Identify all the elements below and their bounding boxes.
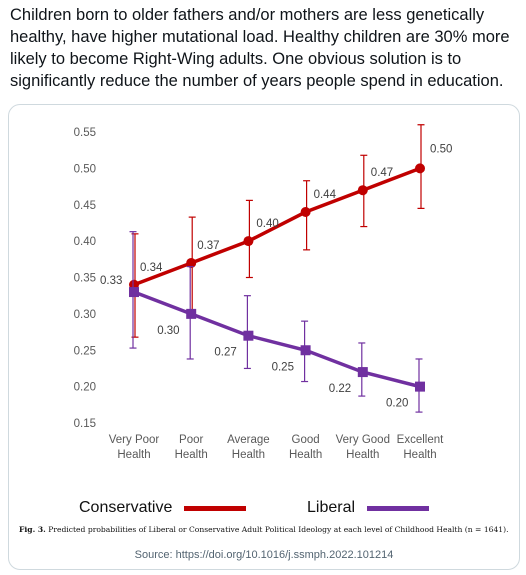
figure-caption-text: Predicted probabilities of Liberal or Co… [48, 525, 509, 534]
y-tick-label: 0.50 [74, 163, 96, 175]
legend-item-conservative: Conservative [79, 499, 247, 517]
data-point [357, 185, 368, 196]
x-tick-label: Health [403, 449, 436, 461]
data-label: 0.30 [157, 325, 179, 337]
x-tick-label: Average [227, 434, 270, 446]
legend: Conservative Liberal [9, 499, 519, 527]
post-text: Children born to older fathers and/or mo… [10, 6, 510, 90]
data-point [357, 367, 368, 378]
data-label: 0.47 [371, 167, 393, 179]
data-point [243, 236, 254, 247]
x-tick-label: Good [292, 434, 320, 446]
line-chart-svg: 0.15 0.20 0.25 0.30 0.35 0.40 0.45 0.50 0.55 Very… [74, 124, 452, 461]
x-tick-label: Very Poor [109, 434, 160, 446]
legend-item-liberal: Liberal [307, 499, 430, 517]
data-point [300, 345, 311, 356]
data-label: 0.33 [100, 275, 122, 287]
y-tick-label: 0.25 [74, 345, 96, 357]
x-tick-label: Health [232, 449, 265, 461]
chart: 0.15 0.20 0.25 0.30 0.35 0.40 0.45 0.50 0.55 Very… [9, 105, 519, 515]
legend-swatch-liberal [367, 505, 430, 511]
y-tick-label: 0.45 [74, 200, 96, 212]
figure-caption: Fig. 3. Predicted probabilities of Liber… [19, 525, 515, 534]
x-tick-label: Health [175, 449, 208, 461]
data-label: 0.25 [272, 361, 294, 373]
data-label: 0.27 [214, 347, 236, 359]
y-tick-label: 0.20 [74, 382, 96, 394]
data-label: 0.22 [329, 383, 351, 395]
data-point [186, 308, 197, 319]
data-point [300, 207, 311, 218]
data-label: 0.50 [430, 143, 452, 155]
legend-swatch-conservative [184, 505, 247, 511]
data-point [186, 257, 197, 268]
x-tick-label: Health [346, 449, 379, 461]
x-tick-label: Poor [179, 434, 203, 446]
figure-caption-prefix: Fig. 3. [19, 525, 46, 534]
legend-label-liberal: Liberal [307, 499, 356, 516]
data-label: 0.44 [314, 189, 337, 201]
legend-label-conservative: Conservative [79, 499, 173, 516]
x-tick-label: Excellent [397, 434, 444, 446]
x-tick-label: Health [117, 449, 150, 461]
x-tick-label: Very Good [336, 434, 390, 446]
series-line [133, 166, 421, 287]
data-label: 0.37 [197, 240, 219, 252]
media-card[interactable]: 0.15 0.20 0.25 0.30 0.35 0.40 0.45 0.50 0.55 Very… [8, 104, 520, 570]
source-link[interactable]: Source: https://doi.org/10.1016/j.ssmph.… [134, 549, 394, 561]
series-line [133, 290, 421, 389]
y-tick-label: 0.35 [74, 273, 96, 285]
x-tick-label: Health [289, 449, 322, 461]
data-label: 0.34 [140, 262, 163, 274]
data-point [415, 163, 425, 174]
data-point [243, 330, 254, 341]
data-point [415, 381, 425, 392]
y-tick-label: 0.55 [74, 127, 96, 139]
data-point [129, 287, 139, 298]
y-tick-label: 0.40 [74, 236, 96, 248]
data-label: 0.20 [386, 398, 408, 410]
y-tick-label: 0.15 [74, 418, 96, 430]
data-label: 0.40 [256, 218, 278, 230]
y-tick-label: 0.30 [74, 309, 96, 321]
